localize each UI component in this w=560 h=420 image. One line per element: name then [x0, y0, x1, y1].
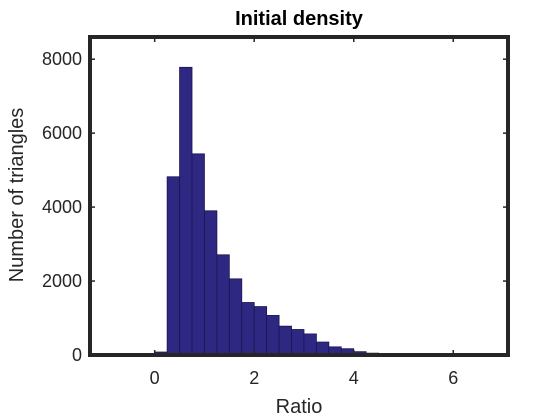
histogram-bar-12: [291, 329, 305, 356]
histogram-bar-6: [216, 254, 230, 356]
histogram-bar-9: [253, 306, 268, 356]
histogram-bar-4: [191, 153, 205, 356]
histogram-bar-7: [228, 278, 243, 356]
y-tick-label: 6000: [42, 123, 82, 143]
y-axis-label: Number of triangles: [6, 108, 28, 283]
axis-ticks: 0 2 4 6 0 2000 4000 6000 8000: [42, 37, 508, 388]
axes-frame: [88, 35, 510, 357]
x-axis-label: Ratio: [276, 396, 323, 418]
y-tick-label: 2000: [42, 271, 82, 291]
x-tick-label: 2: [249, 368, 259, 388]
histogram-bar-13: [303, 333, 317, 356]
y-tick-label: 8000: [42, 49, 82, 69]
x-tick-label: 0: [150, 368, 160, 388]
chart-title: Initial density: [235, 8, 364, 30]
histogram-bar-11: [278, 325, 292, 356]
y-tick-label: 0: [72, 345, 82, 365]
y-tick-label: 4000: [42, 197, 82, 217]
histogram-bar-10: [266, 315, 280, 356]
histogram-bar-3: [179, 66, 193, 356]
histogram-bar-8: [241, 302, 255, 356]
x-tick-label: 4: [349, 368, 359, 388]
x-tick-label: 6: [448, 368, 458, 388]
histogram-bar-5: [204, 210, 218, 356]
histogram-bar-2: [166, 176, 180, 356]
histogram-bars: [141, 66, 404, 356]
